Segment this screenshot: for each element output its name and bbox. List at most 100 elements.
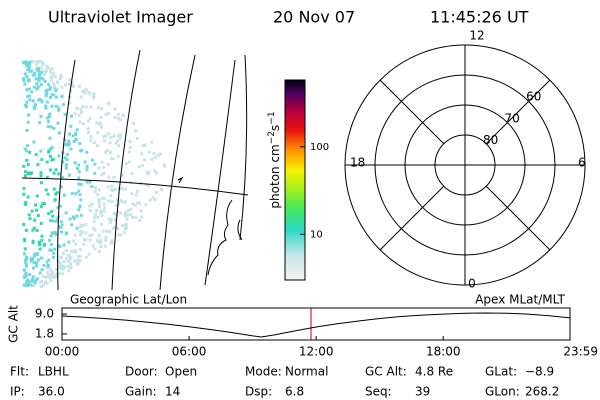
aurora-pixel — [97, 204, 101, 208]
aurora-pixel — [49, 75, 53, 79]
aurora-pixel — [64, 211, 68, 215]
aurora-pixel — [162, 163, 166, 167]
aurora-pixel — [25, 158, 29, 162]
exponent: −1 — [267, 111, 277, 124]
aurora-pixel — [47, 150, 51, 154]
lat-ring — [434, 134, 496, 196]
aurora-pixel — [26, 162, 30, 166]
aurora-pixel — [79, 107, 83, 111]
aurora-pixel — [35, 63, 39, 67]
field-label: GC Alt: — [365, 365, 407, 379]
aurora-pixel — [138, 202, 142, 206]
aurora-pixel — [62, 193, 66, 197]
aurora-pixel — [49, 154, 53, 158]
aurora-pixel — [74, 133, 78, 137]
aurora-pixel — [89, 134, 93, 138]
aurora-pixel — [45, 160, 49, 164]
aurora-pixel — [78, 233, 82, 237]
aurora-pixel — [46, 271, 50, 275]
exponent: −2 — [267, 131, 277, 144]
aurora-pixel — [22, 164, 26, 168]
aurora-pixel — [52, 251, 56, 255]
aurora-pixel — [50, 93, 54, 97]
aurora-pixel — [79, 95, 83, 99]
aurora-pixel — [61, 267, 65, 271]
aurora-pixel — [62, 243, 66, 247]
aurora-pixel — [83, 88, 87, 92]
aurora-pixel — [139, 215, 143, 219]
aurora-pixel — [143, 143, 147, 147]
aurora-pixel — [49, 125, 53, 129]
aurora-pixel — [31, 266, 35, 270]
aurora-pixel — [69, 124, 73, 128]
aurora-pixel — [44, 69, 48, 73]
colorbar — [284, 79, 306, 281]
aurora-pixel — [118, 136, 122, 140]
aurora-pixel — [52, 85, 56, 89]
aurora-pixel — [53, 231, 57, 235]
aurora-pixel — [116, 198, 120, 202]
aurora-pixel — [50, 274, 54, 278]
aurora-pixel — [28, 273, 32, 277]
aurora-pixel — [33, 103, 37, 107]
aurora-pixel — [123, 200, 127, 204]
aurora-pixel — [92, 220, 96, 224]
aurora-pixel — [47, 258, 51, 262]
aurora-pixel — [53, 247, 57, 251]
aurora-pixel — [89, 105, 93, 109]
field-label: Door: — [125, 365, 158, 379]
field-label: GLon: — [485, 385, 520, 399]
aurora-pixel — [30, 171, 34, 175]
aurora-pixel — [56, 80, 60, 84]
aurora-pixel — [93, 228, 97, 232]
aurora-pixel — [59, 185, 63, 189]
aurora-pixel — [77, 208, 81, 212]
aurora-pixel — [36, 251, 40, 255]
aurora-pixel — [96, 215, 100, 219]
aurora-pixel — [104, 113, 108, 117]
aurora-pixel — [117, 144, 121, 148]
aurora-pixel — [49, 95, 53, 99]
aurora-pixel — [38, 98, 42, 102]
date: 20 Nov 07 — [273, 8, 355, 27]
status-fields: Flt: LBHL Door: Open Mode: Normal GC Alt: 4.8 R… — [10, 365, 559, 399]
aurora-pixel — [35, 261, 39, 265]
aurora-pixel — [85, 164, 89, 168]
aurora-pixel — [96, 131, 100, 135]
aurora-pixel — [37, 75, 41, 79]
aurora-pixel — [65, 142, 69, 146]
aurora-pixel — [85, 150, 89, 154]
aurora-pixel — [26, 94, 30, 98]
aurora-pixel — [44, 188, 48, 192]
aurora-pixel — [79, 183, 83, 187]
aurora-pixel — [130, 172, 134, 176]
aurora-pixel — [50, 146, 54, 150]
aurora-pixel — [32, 140, 36, 144]
aurora-pixel — [97, 199, 101, 203]
aurora-pixel — [97, 166, 101, 170]
aurora-pixel — [150, 140, 154, 144]
aurora-pixel — [39, 60, 43, 64]
aurora-pixel — [136, 201, 140, 205]
aurora-pixel — [84, 255, 88, 259]
parallel — [21, 177, 249, 196]
aurora-pixel — [78, 247, 82, 251]
aurora-pixel — [106, 162, 110, 166]
aurora-pixel — [93, 186, 97, 190]
aurora-pixel — [63, 156, 67, 160]
field-value: LBHL — [38, 365, 69, 379]
aurora-pixel — [69, 255, 73, 259]
aurora-pixel — [119, 199, 123, 203]
aurora-pixel — [52, 82, 56, 86]
aurora-pixel — [35, 82, 39, 86]
aurora-pixel — [128, 146, 132, 150]
aurora-pixel — [81, 89, 85, 93]
aurora-pixel — [142, 158, 146, 162]
aurora-pixel — [116, 112, 120, 116]
aurora-pixel — [67, 240, 71, 244]
aurora-pixel — [52, 72, 56, 76]
aurora-pixel — [41, 61, 45, 65]
aurora-pixel — [40, 158, 44, 162]
aurora-pixel — [126, 213, 130, 217]
aurora-pixel — [77, 176, 81, 180]
